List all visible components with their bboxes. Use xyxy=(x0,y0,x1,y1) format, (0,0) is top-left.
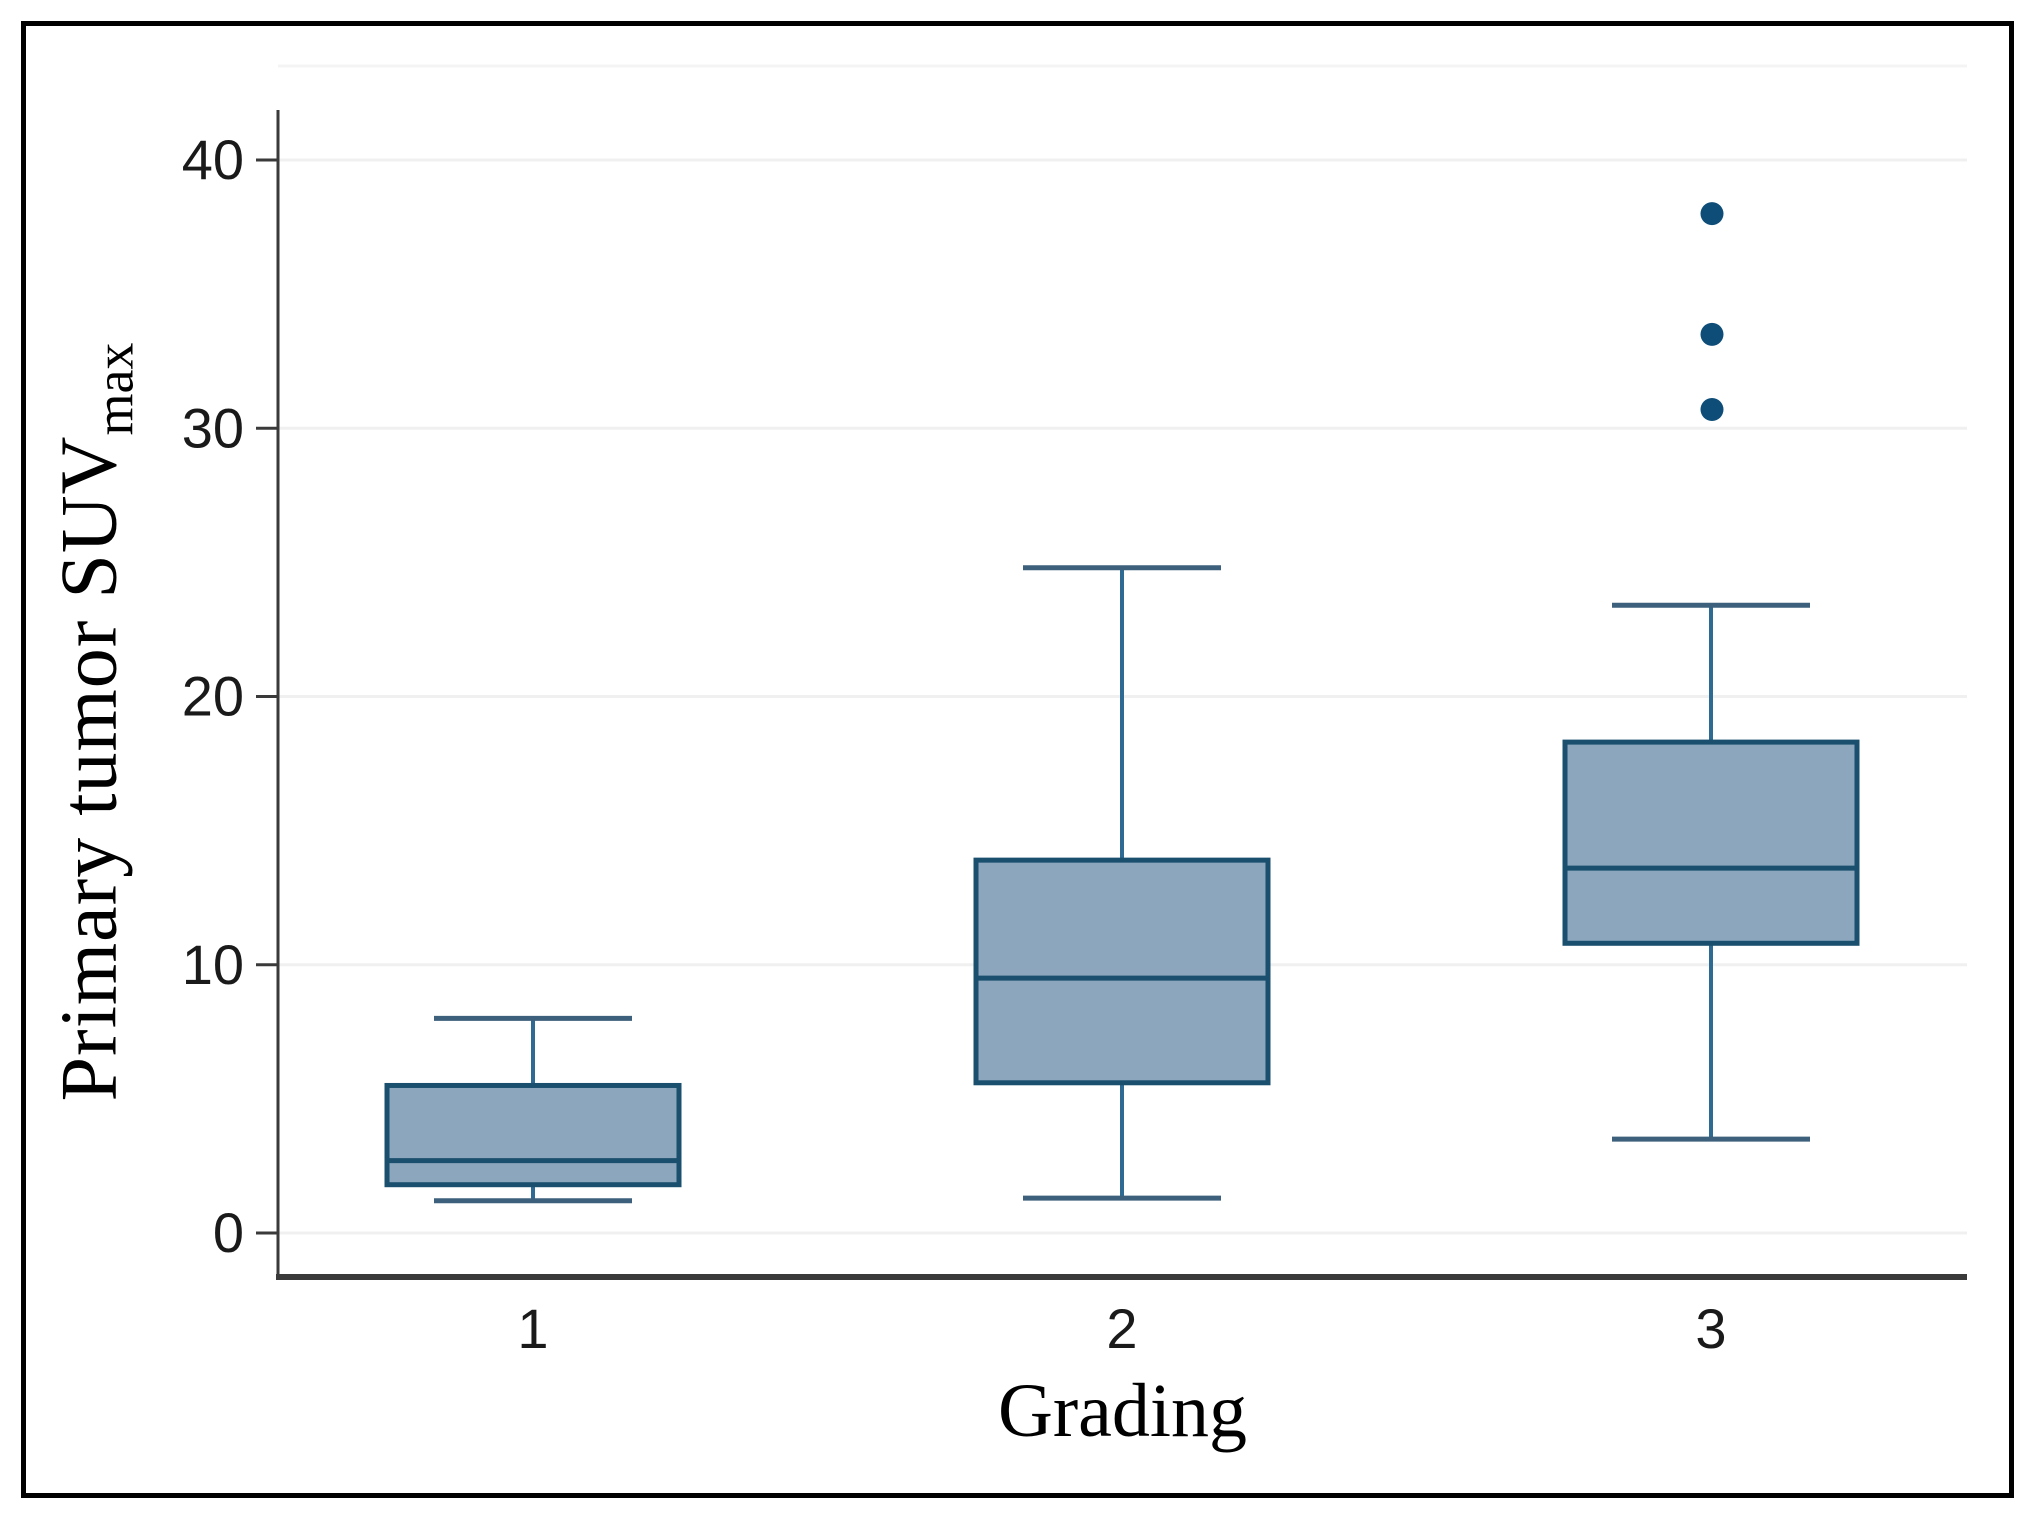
boxplot-group-2 xyxy=(973,565,1271,1201)
x-category-label-1: 1 xyxy=(517,1297,548,1360)
y-axis-title: Primary tumor SUVmax xyxy=(45,343,146,1102)
y-axis-title-main: Primary tumor SUV xyxy=(45,435,134,1102)
y-tick-label-20: 20 xyxy=(182,665,244,728)
y-tick-label-30: 30 xyxy=(182,396,244,459)
iqr-box-1 xyxy=(384,1082,682,1188)
iqr-box-3 xyxy=(1562,739,1860,946)
x-axis-title: Grading xyxy=(997,1369,1248,1453)
iqr-box-2 xyxy=(973,857,1271,1086)
boxplot-group-3 xyxy=(1562,202,1860,1142)
y-tick-label-10: 10 xyxy=(182,933,244,996)
x-category-label-2: 2 xyxy=(1106,1297,1137,1360)
x-category-label-3: 3 xyxy=(1695,1297,1726,1360)
outlier-3-2 xyxy=(1700,322,1724,346)
boxplot-group-1 xyxy=(384,1015,682,1204)
y-tick-label-40: 40 xyxy=(182,128,244,191)
y-axis-title-subscript: max xyxy=(84,342,145,436)
outlier-3-3 xyxy=(1700,202,1724,226)
y-tick-label-0: 0 xyxy=(213,1201,244,1264)
outlier-3-1 xyxy=(1700,397,1724,421)
